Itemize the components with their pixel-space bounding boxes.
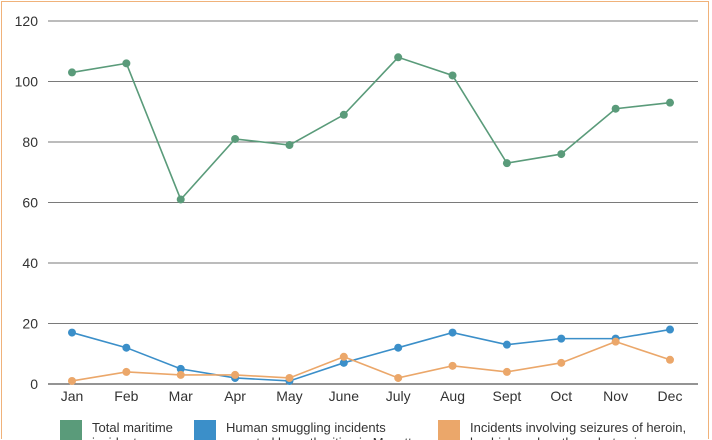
point-human-smuggling-sept [502,340,511,349]
legend-label-total-maritime: Total maritime incidents [92,420,173,440]
point-total-maritime-dec [666,98,674,107]
point-drug-seizures-may [285,373,294,382]
y-tick-label-20: 20 [22,316,38,332]
x-tick-label-june: June [329,388,360,404]
series-line-drug-seizures [71,340,671,382]
x-tick-label-apr: Apr [224,388,246,404]
x-tick-label-mar: Mar [169,388,193,404]
x-tick-label-dec: Dec [658,388,683,404]
x-tick-label-feb: Feb [114,388,138,404]
y-tick-label-60: 60 [22,195,38,211]
legend-swatch-drug-seizures [438,420,460,440]
x-tick-label-aug: Aug [440,388,465,404]
legend-swatch-total-maritime [60,420,82,440]
point-human-smuggling-july [394,343,403,352]
point-human-smuggling-oct [557,334,566,343]
legend-label-human-smuggling: Human smuggling incidents reported by au… [226,420,419,440]
y-tick-label-100: 100 [15,74,39,90]
legend-item-drug-seizures: Incidents involving seizures of heroin, … [438,420,700,440]
point-drug-seizures-july [394,373,403,382]
point-total-maritime-may [285,141,294,150]
point-drug-seizures-june [339,352,348,361]
legend-item-total-maritime: Total maritime incidents [60,420,182,440]
x-tick-label-jan: Jan [61,388,84,404]
point-total-maritime-apr [231,134,240,143]
point-drug-seizures-sept [502,367,511,376]
legend: Total maritime incidents Human smuggling… [0,418,712,440]
point-human-smuggling-feb [122,343,131,352]
y-tick-label-40: 40 [22,255,38,271]
point-total-maritime-jan [68,68,76,77]
x-tick-label-sept: Sept [493,388,522,404]
series-line-human-smuggling [71,328,671,382]
point-drug-seizures-jan [68,376,76,385]
point-drug-seizures-nov [611,337,620,346]
point-human-smuggling-mar [176,364,185,373]
legend-item-human-smuggling: Human smuggling incidents reported by au… [194,420,426,440]
point-total-maritime-july [394,53,403,62]
y-tick-label-120: 120 [15,13,39,29]
point-drug-seizures-dec [666,355,674,364]
point-drug-seizures-mar [176,370,185,379]
point-human-smuggling-aug [448,328,457,337]
point-human-smuggling-june [339,358,348,367]
point-drug-seizures-aug [448,361,457,370]
point-drug-seizures-apr [231,370,240,379]
line-chart: 0 20 40 60 80 100 120 Jan Feb Mar Apr May June July Au… [15,13,698,404]
x-tick-label-nov: Nov [603,388,628,404]
x-tick-label-oct: Oct [550,388,572,404]
point-total-maritime-nov [611,104,620,113]
x-tick-label-july: July [386,388,411,404]
y-tick-label-80: 80 [22,134,38,150]
point-total-maritime-june [339,110,348,119]
series-line-total-maritime [71,56,671,201]
point-human-smuggling-dec [666,325,674,334]
legend-label-drug-seizures: Incidents involving seizures of heroin, … [470,420,687,440]
point-total-maritime-feb [122,59,131,68]
point-total-maritime-aug [448,71,457,80]
point-total-maritime-sept [502,159,511,168]
x-tick-label-may: May [276,388,302,404]
point-total-maritime-oct [557,150,566,159]
point-drug-seizures-oct [557,358,566,367]
point-human-smuggling-jan [68,328,76,337]
legend-swatch-human-smuggling [194,420,216,440]
y-tick-label-0: 0 [30,376,38,392]
point-drug-seizures-feb [122,367,131,376]
point-total-maritime-mar [176,195,185,204]
